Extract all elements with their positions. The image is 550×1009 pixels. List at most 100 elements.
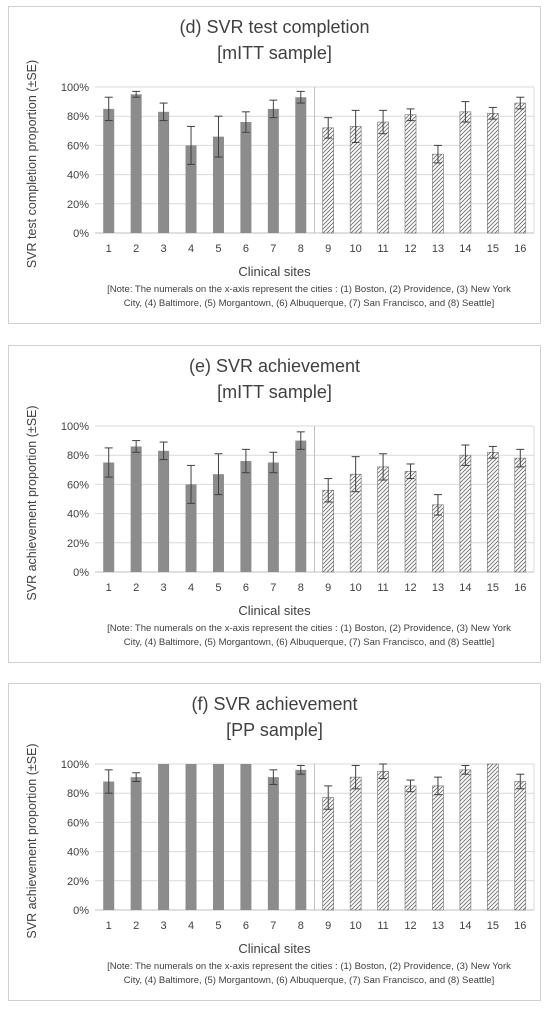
bar-site-11: [377, 771, 389, 911]
bar-site-2: [130, 446, 142, 572]
bar-site-9: [322, 797, 335, 911]
x-tick-label: 12: [404, 920, 416, 932]
error-bar-site-14: [461, 101, 470, 123]
x-tick-label: 2: [133, 920, 139, 932]
error-bar-site-6: [241, 111, 250, 133]
bar-site-12: [404, 785, 417, 911]
bar-site-13: [432, 785, 444, 911]
bar-site-2: [130, 94, 142, 233]
bar-site-15: [487, 112, 499, 234]
y-tick-label: 0%: [73, 567, 89, 579]
error-bar-site-14: [461, 444, 470, 466]
chart-panel-f: (f) SVR achievement [PP sample] SVR achi…: [8, 683, 541, 1001]
bar-site-5: [212, 764, 224, 910]
error-bar-site-5: [214, 453, 223, 496]
bar-site-7: [267, 108, 279, 233]
error-bar-site-2: [132, 440, 141, 453]
bar-site-6: [240, 764, 252, 910]
x-tick-label: 4: [188, 243, 194, 255]
chart-note: [Note: The numerals on the x-axis repres…: [107, 623, 511, 648]
x-tick-label: 16: [514, 582, 526, 594]
x-tick-label: 4: [188, 582, 194, 594]
chart-note: [Note: The numerals on the x-axis repres…: [107, 284, 511, 309]
x-axis-label: Clinical sites: [238, 603, 311, 618]
bar-site-14: [459, 454, 472, 573]
bar-site-8: [295, 440, 307, 572]
bar-site-16: [514, 102, 527, 234]
x-tick-label: 9: [325, 920, 331, 932]
bar-site-7: [267, 777, 279, 910]
chart-title: (d) SVR test completion: [179, 17, 370, 37]
y-tick-label: 100%: [61, 82, 89, 94]
x-tick-label: 16: [514, 920, 526, 932]
bar-site-1: [103, 781, 115, 910]
chart-panel-e: (e) SVR achievement [mITT sample] SVR ac…: [8, 345, 541, 663]
y-tick-label: 40%: [67, 847, 89, 859]
error-bar-site-13: [433, 776, 442, 796]
error-bar-site-7: [269, 451, 278, 474]
error-bar-site-12: [406, 463, 415, 480]
x-tick-label: 13: [432, 920, 444, 932]
bar-site-11: [377, 466, 389, 573]
x-tick-label: 2: [133, 582, 139, 594]
bar-site-6: [240, 122, 252, 233]
bar-site-10: [349, 776, 362, 911]
x-tick-label: 14: [459, 243, 471, 255]
y-tick-label: 20%: [67, 876, 89, 888]
x-tick-label: 12: [404, 582, 416, 594]
error-bar-site-9: [324, 117, 333, 139]
y-tick-label: 60%: [67, 140, 89, 152]
chart-title: (f) SVR achievement: [191, 694, 358, 714]
bar-site-8: [295, 97, 307, 233]
bar-site-13: [432, 153, 444, 234]
error-bar-site-13: [433, 494, 442, 516]
y-tick-label: 80%: [67, 788, 89, 800]
bar-site-1: [103, 108, 115, 233]
error-bar-site-8: [296, 431, 305, 450]
x-tick-label: 8: [298, 243, 304, 255]
y-tick-label: 80%: [67, 111, 89, 123]
bar-site-12: [404, 470, 417, 573]
x-tick-label: 1: [106, 243, 112, 255]
x-tick-label: 8: [298, 920, 304, 932]
y-tick-label: 60%: [67, 817, 89, 829]
bar-site-3: [158, 111, 170, 233]
bar-site-14: [459, 111, 472, 234]
chart-subtitle: [PP sample]: [226, 720, 323, 740]
x-tick-label: 12: [404, 243, 416, 255]
x-tick-label: 3: [161, 920, 167, 932]
bar-site-16: [514, 781, 527, 911]
bar-site-4: [185, 764, 197, 910]
y-tick-label: 0%: [73, 905, 89, 917]
error-bar-site-7: [269, 99, 278, 119]
y-tick-label: 20%: [67, 538, 89, 550]
x-tick-label: 10: [350, 582, 362, 594]
error-bar-site-8: [296, 90, 305, 104]
x-tick-label: 13: [432, 243, 444, 255]
error-bar-site-2: [132, 90, 141, 98]
bar-site-7: [267, 462, 279, 572]
x-tick-label: 10: [350, 920, 362, 932]
y-tick-label: 20%: [67, 199, 89, 211]
error-bar-site-13: [433, 144, 442, 164]
bar-site-11: [377, 121, 389, 234]
chart-panel-d: (d) SVR test completion [mITT sample] SV…: [8, 6, 541, 324]
error-bar-site-16: [516, 773, 525, 790]
error-bar-site-4: [187, 125, 196, 165]
bar-site-16: [514, 457, 527, 573]
x-axis-label: Clinical sites: [238, 264, 311, 279]
chart-subtitle: [mITT sample]: [217, 382, 332, 402]
x-axis-label: Clinical sites: [238, 941, 311, 956]
y-tick-label: 60%: [67, 479, 89, 491]
bar-site-12: [404, 114, 417, 234]
error-bar-site-7: [269, 769, 278, 785]
x-tick-label: 16: [514, 243, 526, 255]
error-bar-site-3: [159, 441, 168, 461]
bar-site-2: [130, 777, 142, 910]
x-tick-label: 1: [106, 920, 112, 932]
x-tick-label: 15: [487, 920, 499, 932]
error-bar-site-2: [132, 772, 141, 783]
bar-chart: 0%20%40%60%80%100%1 2 3 4 5 6 7 8 9 10 11 12 13 14 15 1…: [61, 421, 535, 594]
x-tick-label: 14: [459, 920, 471, 932]
x-tick-label: 9: [325, 243, 331, 255]
